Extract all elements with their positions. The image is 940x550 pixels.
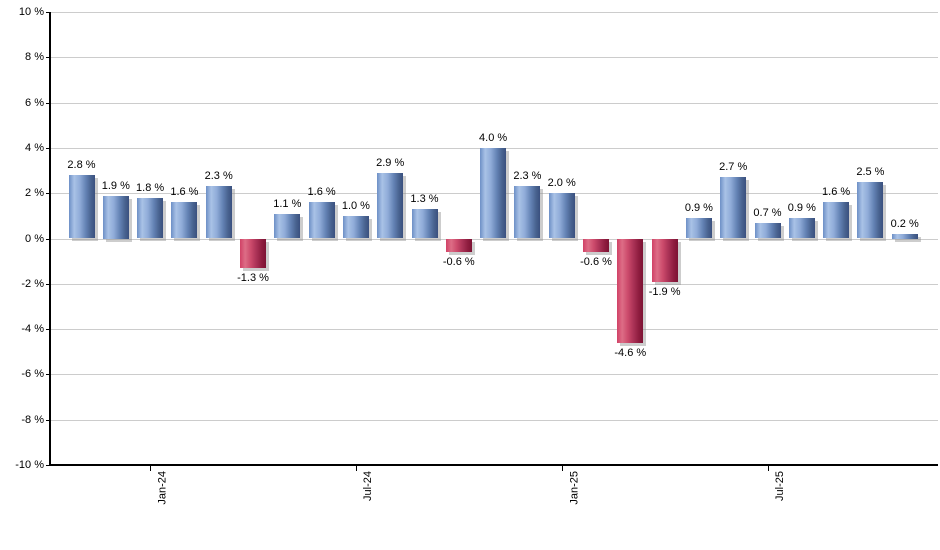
x-axis-tick-label: Jul-25 [774, 471, 786, 501]
bar-value-label: 2.0 % [547, 177, 576, 190]
y-axis-tick [46, 193, 50, 194]
bar-positive [857, 181, 884, 239]
bar-positive [274, 213, 301, 239]
y-axis-tick [46, 284, 50, 285]
x-axis-tick-label: Jan-24 [156, 471, 169, 505]
bar-positive [137, 197, 164, 239]
y-axis-tick [46, 103, 50, 104]
bar-value-label: 2.3 % [513, 170, 542, 183]
bar-positive [377, 172, 404, 239]
y-axis-tick-label: -2 % [21, 277, 44, 290]
bar-value-label: 0.9 % [787, 202, 816, 215]
bar-positive [205, 186, 232, 239]
bar-value-label: -4.6 % [614, 346, 647, 359]
y-axis-tick [46, 57, 50, 58]
bar-positive [720, 177, 747, 239]
y-axis-tick-label: 10 % [18, 6, 44, 18]
gridline [50, 329, 938, 330]
bar-value-label: 2.5 % [856, 165, 885, 178]
bar-positive [548, 193, 575, 239]
y-axis-tick [46, 420, 50, 421]
y-axis-tick [46, 239, 50, 240]
y-axis-line [49, 12, 51, 466]
gridline [50, 57, 938, 58]
gridline [50, 420, 938, 421]
bar-value-label: 2.8 % [67, 159, 96, 172]
y-axis-tick-label: -4 % [21, 323, 44, 336]
bar-value-label: 0.9 % [684, 202, 713, 215]
bar-value-label: 1.6 % [170, 186, 199, 199]
y-axis-tick [46, 148, 50, 149]
y-axis-tick [46, 329, 50, 330]
y-axis-tick-label: -8 % [21, 413, 44, 426]
bar-negative [651, 238, 678, 282]
bar-negative [583, 238, 609, 253]
y-axis-tick-label: 0 % [25, 232, 44, 245]
bar-value-label: -1.9 % [648, 285, 681, 298]
y-axis-tick [46, 12, 50, 13]
bar-value-label: 1.6 % [822, 186, 851, 199]
x-axis-tick [355, 466, 357, 471]
bar-value-label: 1.3 % [410, 193, 439, 206]
bar-value-label: 1.8 % [136, 181, 165, 194]
bar-positive [342, 215, 369, 239]
x-axis-tick [767, 466, 769, 471]
bar-value-label: 0.7 % [753, 206, 782, 219]
bar-negative [617, 238, 644, 343]
bar-positive [480, 147, 507, 239]
x-axis-tick [561, 466, 563, 471]
x-axis-line [49, 464, 938, 466]
x-axis-tick [150, 466, 152, 471]
bar-positive [788, 218, 815, 239]
y-axis-tick [46, 374, 50, 375]
y-axis-tick [46, 465, 50, 466]
bar-value-label: 1.9 % [101, 179, 130, 192]
x-axis-tick-label: Jul-24 [362, 471, 375, 501]
bar-positive [891, 234, 918, 239]
bar-value-label: 1.6 % [307, 186, 336, 199]
y-axis-tick-label: 4 % [25, 141, 44, 154]
bar-positive [171, 202, 198, 239]
bar-positive [823, 202, 850, 239]
bar-value-label: 2.3 % [204, 170, 233, 183]
bar-value-label: -0.6 % [580, 256, 612, 269]
gridline [50, 103, 938, 104]
y-axis-tick-label: 6 % [25, 96, 44, 109]
bar-positive [411, 209, 438, 239]
gridline [50, 239, 938, 240]
bar-value-label: 0.2 % [890, 218, 919, 230]
bar-value-label: 4.0 % [479, 131, 508, 144]
bar-negative [445, 238, 472, 253]
bar-value-label: 1.0 % [341, 199, 370, 212]
bar-positive [754, 222, 781, 239]
x-axis-tick-label: Jan-25 [568, 471, 581, 505]
y-axis-tick-label: -6 % [21, 368, 44, 381]
bar-value-label: 2.7 % [719, 161, 748, 174]
bar-positive [685, 218, 712, 239]
gridline [50, 374, 938, 375]
y-axis-tick-label: 8 % [25, 51, 44, 64]
bar-negative [240, 238, 266, 268]
bar-value-label: -0.6 % [442, 256, 475, 269]
gridline [50, 12, 938, 13]
bar-positive [68, 175, 95, 239]
bar-positive [308, 202, 335, 239]
bar-positive [514, 186, 541, 239]
y-axis-tick-label: -10 % [15, 459, 44, 471]
bar-positive [102, 195, 129, 239]
y-axis-tick-label: 2 % [25, 187, 44, 200]
gridline [50, 284, 938, 285]
bar-value-label: -1.3 % [237, 271, 269, 284]
bar-value-label: 1.1 % [273, 197, 302, 210]
bar-value-label: 2.9 % [376, 156, 405, 169]
